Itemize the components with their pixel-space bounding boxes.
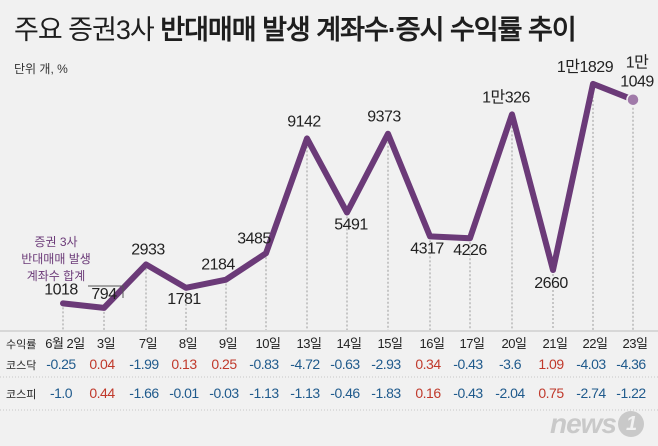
- row-label-header: 수익률: [6, 338, 36, 351]
- data-label: 794: [91, 286, 117, 303]
- data-label: 5491: [334, 217, 368, 234]
- kosdaq-value: -0.63: [330, 356, 360, 372]
- kospi-value: -1.22: [616, 385, 646, 401]
- end-point-marker: [626, 92, 640, 107]
- data-label: 3485: [237, 230, 271, 247]
- title-bold: 반대매매 발생 계좌수·증시 수익률 추이: [160, 15, 576, 45]
- kospi-value: -0.46: [330, 385, 360, 401]
- page-title: 주요 증권3사 반대매매 발생 계좌수·증시 수익률 추이: [14, 8, 577, 47]
- kosdaq-value: 0.04: [89, 356, 115, 372]
- series-line: [60, 80, 636, 311]
- date-label: 21일: [543, 336, 568, 351]
- kospi-value: -0.01: [169, 385, 199, 401]
- kosdaq-value: 0.34: [415, 356, 441, 372]
- kosdaq-value: -4.03: [576, 356, 606, 372]
- data-label: 1만1829: [557, 58, 614, 76]
- data-label: 2933: [131, 241, 165, 258]
- unit-label: 단위 개, %: [14, 62, 68, 76]
- kosdaq-value: -0.43: [453, 356, 483, 372]
- kosdaq-value: -4.72: [290, 356, 320, 372]
- kosdaq-value: -1.99: [129, 356, 159, 372]
- date-label: 15일: [378, 336, 403, 351]
- kosdaq-value: -2.93: [371, 356, 401, 372]
- logo-mark: 1: [618, 411, 644, 437]
- row-label-kosdaq: 코스닥: [6, 359, 36, 372]
- kospi-value: -1.0: [50, 385, 73, 401]
- date-label: 8일: [179, 336, 197, 351]
- kosdaq-value: -0.25: [46, 356, 76, 372]
- legend-label: 계좌수 합계: [27, 269, 86, 283]
- kosdaq-value: 0.25: [211, 356, 237, 372]
- kospi-value: -1.66: [129, 385, 159, 401]
- data-label: 1781: [167, 291, 201, 308]
- date-label: 22일: [583, 336, 608, 351]
- kosdaq-value: 0.13: [171, 356, 197, 372]
- logo-text: news: [549, 408, 617, 439]
- data-label: 4317: [410, 240, 444, 257]
- data-label: 4226: [453, 242, 487, 259]
- kosdaq-value: -3.6: [499, 356, 522, 372]
- legend-label: 증권 3사: [34, 235, 77, 249]
- data-label: 1만326: [482, 88, 530, 106]
- date-label: 17일: [460, 336, 485, 351]
- data-label: 2660: [534, 275, 568, 292]
- row-label-kospi: 코스피: [6, 388, 36, 401]
- date-label: 20일: [502, 336, 527, 351]
- date-label: 23일: [623, 336, 648, 351]
- data-label: 1049: [620, 74, 654, 91]
- legend-leader-line: [88, 285, 124, 298]
- kospi-value: -0.03: [209, 385, 239, 401]
- data-label: 1만: [626, 54, 649, 72]
- date-label: 7일: [139, 336, 157, 351]
- date-label: 6월 2일: [45, 336, 85, 351]
- news1-logo: news 1: [550, 408, 644, 440]
- date-label: 14일: [337, 336, 362, 351]
- data-label: 9373: [367, 109, 401, 126]
- data-label: 2184: [201, 257, 235, 274]
- kosdaq-value: -4.36: [616, 356, 646, 372]
- date-label: 10일: [256, 336, 281, 351]
- kospi-value: -1.13: [249, 385, 279, 401]
- kospi-value: -2.04: [495, 385, 525, 401]
- data-label: 1018: [44, 281, 78, 298]
- data-label: 9142: [287, 113, 321, 130]
- kospi-value: 0.44: [89, 385, 115, 401]
- legend-label: 반대매매 발생: [21, 252, 91, 266]
- kospi-value: -1.13: [290, 385, 320, 401]
- title-light: 주요 증권3사: [14, 15, 155, 45]
- kosdaq-value: -0.83: [249, 356, 279, 372]
- kospi-value: -0.43: [453, 385, 483, 401]
- date-label: 16일: [420, 336, 445, 351]
- date-label: 9일: [219, 336, 237, 351]
- date-label: 13일: [297, 336, 322, 351]
- kospi-value: -2.74: [576, 385, 606, 401]
- kospi-value: -1.83: [371, 385, 401, 401]
- kospi-value: 0.16: [415, 385, 441, 401]
- kospi-value: 0.75: [538, 385, 564, 401]
- date-label: 3일: [97, 336, 115, 351]
- kosdaq-value: 1.09: [538, 356, 564, 372]
